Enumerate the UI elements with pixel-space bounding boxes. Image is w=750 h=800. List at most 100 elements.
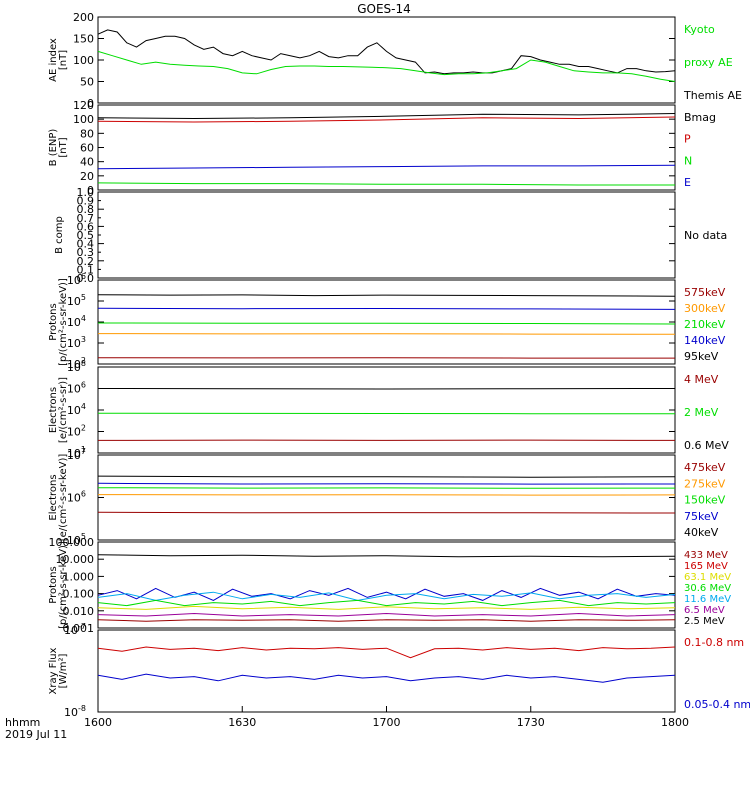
legend-entry: 300keV <box>684 302 726 315</box>
y-tick-label: 0.2 <box>77 255 95 268</box>
panel-bcomp: 0.0 0.2 0.4 0.6 0.8 1.0 0.1 0.3 0.5 0.7 0.9 B comp N… <box>54 186 727 285</box>
y-tick-label: 20 <box>80 170 94 183</box>
legend-entry: 0.05-0.4 nm <box>684 698 750 711</box>
legend-entry: 0.6 MeV <box>684 439 729 452</box>
series-themis-ae <box>97 29 676 75</box>
y-axis-label: [nT] <box>58 50 69 70</box>
plot-frame <box>97 191 676 279</box>
y-tick-label: 0.6 <box>77 220 95 233</box>
y-tick-label: 100 <box>73 54 94 67</box>
y-tick-label: 0 <box>87 184 94 197</box>
series-475kev <box>97 511 676 514</box>
y-axis-label: B comp <box>54 216 65 254</box>
y-tick-label: 40 <box>80 156 94 169</box>
series-11-6-mev <box>97 591 676 601</box>
time-axis-label: hhmm <box>5 716 40 729</box>
legend-entry: 575keV <box>684 286 726 299</box>
series-150kev <box>97 487 676 489</box>
series-75kev <box>97 482 676 485</box>
x-tick-label: 1600 <box>84 716 112 729</box>
legend-entry: 140keV <box>684 334 726 347</box>
legend-entry: 275keV <box>684 477 726 490</box>
y-tick-label: 50 <box>80 76 94 89</box>
series-2-mev <box>97 412 676 415</box>
y-minor-tick-label: 0.7 <box>77 212 95 225</box>
series-kyoto-proxy-ae <box>97 50 676 82</box>
y-axis-label: [p/(cm²-s-sr-keV)] <box>58 541 69 629</box>
series-40kev <box>97 475 676 478</box>
series-0-6-mev <box>97 388 676 390</box>
legend-entry: P <box>684 133 691 146</box>
x-tick-label: 1630 <box>228 716 256 729</box>
y-tick-label: 200 <box>73 11 94 24</box>
y-tick-label: 107 <box>67 447 86 462</box>
series-0-1-0-8-nm <box>97 646 676 659</box>
y-tick-label: 106 <box>67 381 86 396</box>
series-63-1-mev <box>97 605 676 610</box>
y-axis-label: [e/(cm²-s-sr)] <box>58 377 69 443</box>
x-tick-label: 1700 <box>373 716 401 729</box>
series-bmag <box>97 113 676 120</box>
panel-ae: 0 50 100 150 200 AE index [nT] Kyoto proxy AE The… <box>48 11 742 110</box>
legend-entry: E <box>684 176 691 189</box>
figure-title: GOES-14 <box>357 2 411 16</box>
legend-entry: Bmag <box>684 111 716 124</box>
plot-frame <box>97 104 676 191</box>
time-axis: 1600 1630 1700 1730 1800 <box>84 706 689 729</box>
series-p <box>97 116 676 123</box>
series-433-mev <box>97 619 676 622</box>
y-axis-label: [W/m²] <box>58 653 69 688</box>
series-275kev <box>97 494 676 496</box>
series-210kev <box>97 322 676 325</box>
y-axis-label: B (ENP) <box>48 129 59 167</box>
y-tick-label: 105 <box>67 293 86 308</box>
plot-frame <box>97 279 676 365</box>
legend-entry: proxy AE <box>684 56 733 69</box>
y-minor-tick-label: 0.1 <box>77 263 95 276</box>
series-30-6-mev <box>97 599 676 607</box>
y-tick-label: 100.000 <box>49 536 95 549</box>
plot-frame <box>97 454 676 541</box>
legend-entry: Themis AE <box>683 89 742 102</box>
y-axis-label: Protons <box>48 303 59 340</box>
y-tick-label: 0.0 <box>77 272 95 285</box>
series-300kev <box>97 333 676 335</box>
x-tick-label: 1730 <box>517 716 545 729</box>
series-95kev <box>97 294 676 297</box>
y-tick-label: 104 <box>67 402 86 417</box>
y-tick-label: 100 <box>73 113 94 126</box>
y-axis-label: [e/(cm²-s-sr-keV)] <box>58 454 69 542</box>
y-tick-label: 0 <box>87 97 94 110</box>
y-tick-label: 1.0 <box>77 186 95 199</box>
y-tick-label: 120 <box>73 99 94 112</box>
legend-entry: 75keV <box>684 510 719 523</box>
series-140kev <box>97 307 676 310</box>
y-tick-label: 150 <box>73 33 94 46</box>
y-tick-label: 0.4 <box>77 238 95 251</box>
y-tick-label: 10.000 <box>56 553 95 566</box>
y-axis-label: AE index <box>48 38 59 82</box>
legend-entry: 433 MeV <box>684 550 728 561</box>
series-6-5-mev <box>97 587 676 601</box>
legend-entry: 475keV <box>684 461 726 474</box>
y-tick-label: 80 <box>80 127 94 140</box>
plot-frame <box>97 629 676 713</box>
legend-entry: 150keV <box>684 494 726 507</box>
y-minor-tick-label: 0.3 <box>77 246 95 259</box>
series-2-5-mev <box>97 554 676 558</box>
y-tick-label: 1.000 <box>63 570 95 583</box>
y-axis-label: Xray Flux <box>48 647 59 694</box>
y-axis-label: [nT] <box>58 137 69 157</box>
y-minor-tick-label: 0.5 <box>77 229 95 242</box>
y-axis-label: Protons <box>48 566 59 603</box>
legend-entry: N <box>684 154 692 167</box>
legend-entry: 2.5 MeV <box>684 616 725 627</box>
series-e <box>97 182 675 186</box>
